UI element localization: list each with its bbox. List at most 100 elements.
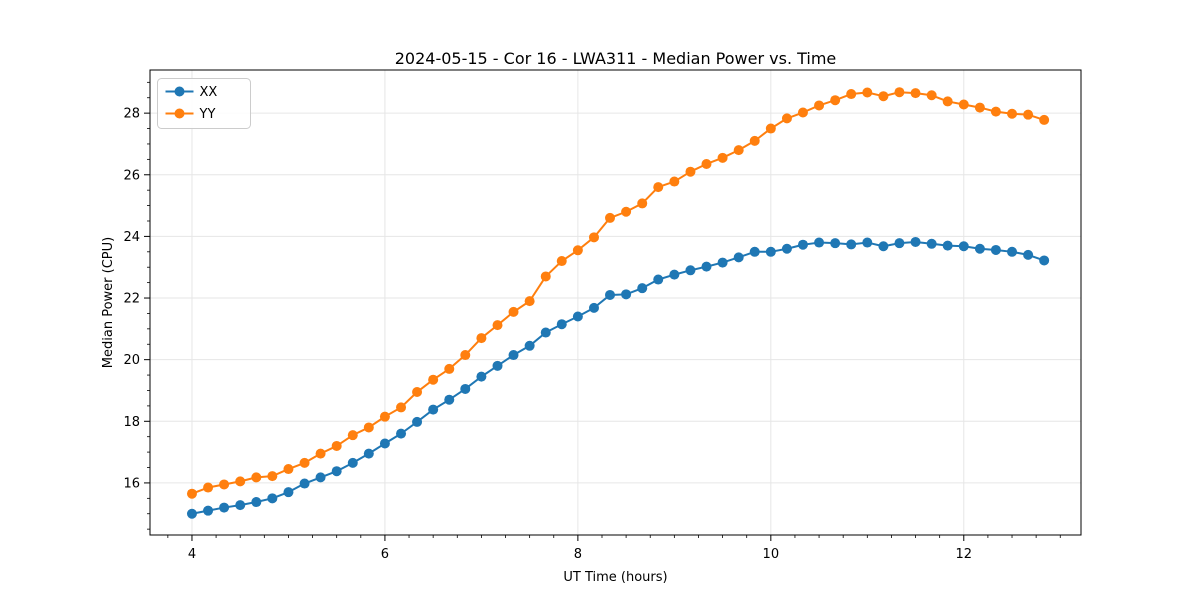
x-tick-label: 6 xyxy=(381,547,389,562)
data-point-yy xyxy=(1039,114,1050,125)
data-point-xx xyxy=(572,311,583,322)
data-point-xx xyxy=(203,505,214,516)
data-point-yy xyxy=(990,106,1001,117)
data-point-yy xyxy=(315,448,326,459)
data-point-yy xyxy=(476,333,487,344)
data-point-xx xyxy=(717,257,728,268)
data-point-xx xyxy=(830,238,841,249)
data-point-yy xyxy=(460,350,471,361)
data-point-yy xyxy=(219,479,230,490)
data-point-xx xyxy=(1007,246,1018,257)
data-point-xx xyxy=(685,265,696,276)
data-point-yy xyxy=(926,90,937,101)
data-point-xx xyxy=(894,238,905,249)
legend-marker xyxy=(174,86,185,97)
x-axis-label: UT Time (hours) xyxy=(563,570,667,585)
data-point-xx xyxy=(283,487,294,498)
data-point-yy xyxy=(283,464,294,475)
data-point-xx xyxy=(765,246,776,257)
data-point-xx xyxy=(974,243,985,254)
data-point-xx xyxy=(942,240,953,251)
data-point-yy xyxy=(379,411,390,422)
data-point-xx xyxy=(396,428,407,439)
y-tick-label: 18 xyxy=(123,415,140,430)
data-point-yy xyxy=(508,306,519,317)
data-point-xx xyxy=(460,383,471,394)
data-point-yy xyxy=(331,440,342,451)
data-point-yy xyxy=(299,457,310,468)
y-tick-label: 28 xyxy=(123,107,140,122)
major-ticks: 4 6 8 10 12 16 18 20 22 24 26 28 xyxy=(123,107,972,562)
legend: XX YY xyxy=(157,78,251,129)
data-point-xx xyxy=(797,239,808,250)
chart-title: 2024-05-15 - Cor 16 - LWA311 - Median Po… xyxy=(395,49,837,68)
data-point-yy xyxy=(524,296,535,307)
data-point-yy xyxy=(878,91,889,102)
data-point-yy xyxy=(765,123,776,134)
data-point-yy xyxy=(1023,109,1034,120)
data-point-xx xyxy=(315,472,326,483)
y-axis-label: Median Power (CPU) xyxy=(101,237,116,368)
data-point-xx xyxy=(492,360,503,371)
data-point-yy xyxy=(444,363,455,374)
data-point-yy xyxy=(492,320,503,331)
data-point-xx xyxy=(910,236,921,247)
data-point-yy xyxy=(685,166,696,177)
data-point-xx xyxy=(331,466,342,477)
data-point-xx xyxy=(1023,249,1034,260)
data-point-xx xyxy=(1039,255,1050,266)
data-point-xx xyxy=(251,497,262,508)
data-point-yy xyxy=(621,206,632,217)
legend-label-yy: YY xyxy=(199,107,216,122)
data-series xyxy=(186,87,1050,519)
data-point-xx xyxy=(299,478,310,489)
data-point-yy xyxy=(428,374,439,385)
x-tick-label: 10 xyxy=(763,547,780,562)
data-point-xx xyxy=(428,404,439,415)
plot-border xyxy=(149,69,1082,536)
data-point-xx xyxy=(846,239,857,250)
data-point-yy xyxy=(251,472,262,483)
legend-label-xx: XX xyxy=(200,85,218,100)
data-point-yy xyxy=(556,256,567,267)
data-point-xx xyxy=(878,241,889,252)
data-point-xx xyxy=(669,269,680,280)
data-point-xx xyxy=(267,493,278,504)
data-point-yy xyxy=(267,471,278,482)
data-point-xx xyxy=(605,289,615,300)
data-point-yy xyxy=(203,482,214,493)
data-point-xx xyxy=(476,371,487,382)
data-point-yy xyxy=(363,422,374,433)
data-point-yy xyxy=(572,245,583,256)
y-tick-label: 22 xyxy=(123,292,140,307)
data-point-xx xyxy=(781,243,792,254)
data-point-xx xyxy=(621,289,632,300)
data-point-yy xyxy=(396,402,407,413)
data-point-xx xyxy=(363,448,374,459)
data-point-xx xyxy=(540,327,551,338)
data-point-yy xyxy=(974,102,985,113)
data-point-yy xyxy=(701,158,712,169)
y-tick-label: 26 xyxy=(123,168,140,183)
data-point-xx xyxy=(508,350,519,361)
data-point-xx xyxy=(814,237,825,248)
data-point-yy xyxy=(733,145,744,156)
data-point-xx xyxy=(990,244,1001,255)
x-tick-label: 12 xyxy=(956,547,973,562)
data-point-yy xyxy=(540,271,551,282)
data-point-yy xyxy=(605,212,615,223)
data-point-yy xyxy=(781,113,792,124)
data-point-xx xyxy=(733,252,744,263)
data-point-yy xyxy=(894,87,905,98)
data-point-xx xyxy=(556,319,567,330)
data-point-yy xyxy=(588,232,599,243)
data-point-xx xyxy=(444,394,455,405)
x-tick-label: 4 xyxy=(188,547,196,562)
data-point-yy xyxy=(862,87,873,98)
data-point-xx xyxy=(347,457,358,468)
x-tick-label: 8 xyxy=(574,547,582,562)
data-point-xx xyxy=(379,438,390,449)
data-point-xx xyxy=(412,416,423,427)
data-point-yy xyxy=(910,88,921,99)
